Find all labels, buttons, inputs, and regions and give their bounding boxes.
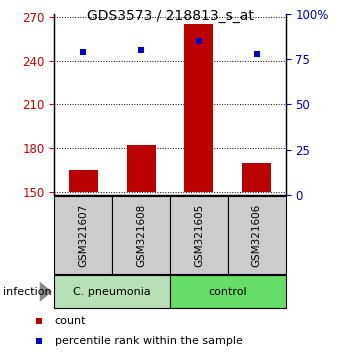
Text: GDS3573 / 218813_s_at: GDS3573 / 218813_s_at	[87, 9, 253, 23]
Bar	[228, 196, 286, 274]
Text: GSM321608: GSM321608	[136, 204, 146, 267]
Text: C. pneumonia: C. pneumonia	[73, 287, 151, 297]
Bar	[170, 275, 286, 308]
Bar	[69, 170, 98, 192]
Bar	[242, 163, 271, 192]
Bar	[112, 196, 170, 274]
Text: GSM321605: GSM321605	[194, 204, 204, 267]
Bar	[54, 196, 112, 274]
Text: percentile rank within the sample: percentile rank within the sample	[55, 336, 243, 346]
Bar	[170, 196, 228, 274]
Text: infection: infection	[3, 287, 52, 297]
Text: GSM321607: GSM321607	[78, 204, 88, 267]
Polygon shape	[40, 281, 52, 302]
Text: count: count	[55, 316, 86, 326]
Text: control: control	[208, 287, 247, 297]
Bar	[126, 145, 155, 192]
Bar	[184, 24, 214, 192]
Bar	[54, 275, 170, 308]
Text: GSM321606: GSM321606	[252, 204, 262, 267]
